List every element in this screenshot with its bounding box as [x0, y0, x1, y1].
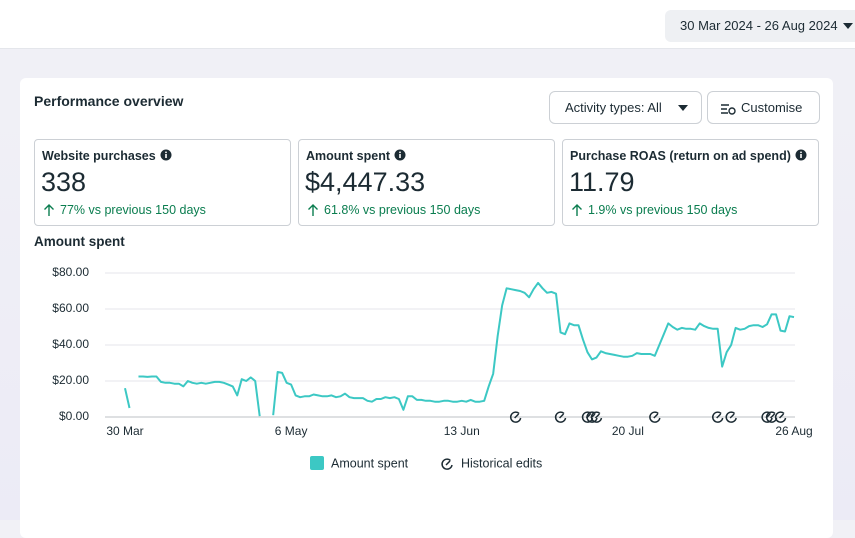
metric-card: Amount spent $4,447.33 61.8% vs previous 1…: [298, 139, 555, 226]
metric-label-text: Website purchases: [42, 149, 156, 163]
y-tick-label: $40.00: [52, 337, 89, 351]
metric-label: Amount spent: [306, 149, 406, 163]
edit-icon-needle: [653, 413, 659, 419]
panel-title: Performance overview: [34, 93, 184, 109]
edit-icon-arc: [765, 411, 778, 423]
historical-edit[interactable]: [774, 411, 787, 423]
edit-icon-arc: [649, 411, 661, 423]
metric-card: Purchase ROAS (return on ad spend) 11.79 1…: [562, 139, 819, 226]
settings-icon: [721, 104, 736, 115]
edit-icon-needle: [594, 413, 600, 419]
info-icon[interactable]: [795, 149, 807, 161]
legend-swatch: [310, 456, 324, 470]
legend-edit-icon: [441, 458, 453, 470]
edit-icon-arc: [554, 411, 567, 423]
metric-label: Purchase ROAS (return on ad spend): [570, 149, 807, 163]
chart-title: Amount spent: [34, 234, 125, 249]
edit-icon-arc: [725, 411, 737, 423]
up-arrow: [308, 204, 318, 216]
legend-label: Amount spent: [331, 456, 409, 470]
metric-label: Website purchases: [42, 149, 172, 163]
legend-label: Historical edits: [461, 456, 542, 470]
metric-card: Website purchases 338 77% vs previous 150 …: [34, 139, 291, 226]
edit-icon-needle: [445, 460, 451, 466]
historical-edit[interactable]: [554, 411, 567, 423]
y-tick-label: $60.00: [52, 301, 89, 315]
edit-icon-needle: [514, 413, 520, 419]
historical-edit[interactable]: [765, 411, 778, 423]
x-tick-label: 13 Jun: [444, 424, 480, 438]
metric-value: $4,447.33: [305, 167, 426, 197]
caret: [678, 105, 688, 111]
edit-icon-arc: [441, 458, 453, 470]
info-icon[interactable]: [394, 149, 406, 161]
x-tick-label: 30 Mar: [106, 424, 143, 438]
metric-change: 77% vs previous 150 days: [60, 203, 206, 217]
metric-value: 11.79: [569, 167, 635, 197]
edit-icon-needle: [778, 413, 785, 419]
up-arrow: [44, 204, 54, 216]
y-tick-label: $0.00: [59, 409, 89, 423]
edit-icon-needle: [716, 413, 722, 419]
edit-icon-arc: [712, 411, 724, 423]
page: 30 Mar 2024 - 26 Aug 2024 Performance ov…: [0, 0, 855, 520]
date-picker[interactable]: 30 Mar 2024 - 26 Aug 2024: [665, 10, 855, 42]
series-line: [138, 375, 261, 417]
x-tick-label: 26 Aug: [775, 424, 812, 438]
up-arrow: [572, 204, 582, 216]
activity-button[interactable]: Activity types: All: [549, 91, 702, 124]
metric-value: 338: [41, 167, 87, 197]
customise-button[interactable]: Customise: [707, 91, 820, 124]
metric-change: 61.8% vs previous 150 days: [324, 203, 481, 217]
metric-label-text: Amount spent: [306, 149, 391, 163]
caret: [843, 23, 853, 29]
series-line: [272, 281, 795, 416]
edit-icon-arc: [590, 411, 603, 423]
edit-icon-arc: [774, 411, 787, 423]
info-icon[interactable]: [160, 149, 172, 161]
x-tick-label: 20 Jul: [612, 424, 644, 438]
historical-edit[interactable]: [649, 411, 661, 423]
x-tick-label: 6 May: [275, 424, 308, 438]
metric-label-text: Purchase ROAS (return on ad spend): [570, 149, 791, 163]
edit-icon-arc: [761, 411, 773, 423]
metric-change: 1.9% vs previous 150 days: [588, 203, 738, 217]
y-tick-label: $80.00: [52, 265, 89, 279]
edit-icon-needle: [558, 413, 565, 419]
historical-edit[interactable]: [725, 411, 737, 423]
historical-edit[interactable]: [510, 411, 522, 423]
date-range: 30 Mar 2024 - 26 Aug 2024: [680, 18, 838, 33]
button-label: Activity types: All: [565, 100, 662, 115]
edit-icon-arc: [586, 411, 598, 423]
y-tick-label: $20.00: [52, 373, 89, 387]
button-label: Customise: [741, 100, 803, 115]
chart: $0.00 $20.00 $40.00 $60.00 $80.00 30 Mar 6 May…: [52, 265, 812, 470]
edit-icon-arc: [510, 411, 522, 423]
edit-icon-arc: [581, 411, 594, 423]
historical-edit[interactable]: [712, 411, 724, 423]
edit-icon-needle: [770, 413, 776, 419]
panel: [20, 78, 833, 538]
edit-icon-needle: [729, 413, 735, 419]
historical-edit[interactable]: [590, 411, 603, 423]
series-line: [124, 387, 131, 409]
